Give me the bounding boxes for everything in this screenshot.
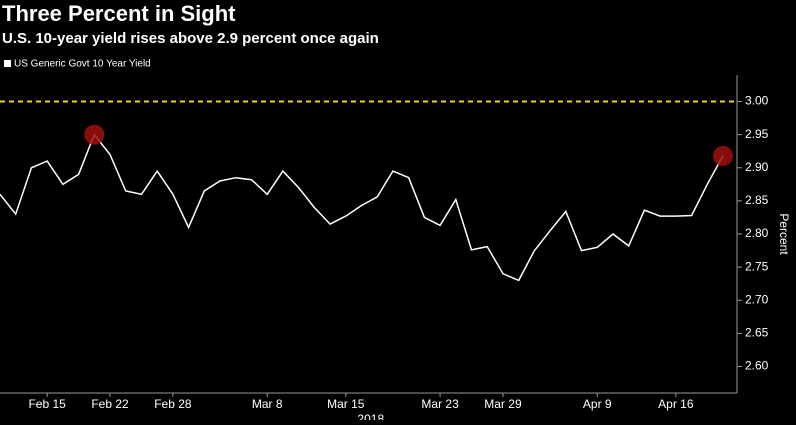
x-tick-label: Apr 9	[583, 397, 612, 411]
chart-title: Three Percent in Sight	[2, 1, 236, 26]
x-tick-label: Feb 28	[154, 397, 192, 411]
series-line	[0, 133, 724, 282]
y-tick-label: 2.60	[745, 359, 769, 373]
highlight-marker	[713, 145, 733, 166]
x-tick-label: Feb 22	[91, 397, 129, 411]
highlight-marker	[84, 124, 105, 145]
y-tick-label: 2.80	[745, 226, 769, 240]
y-tick-label: 2.90	[745, 160, 769, 174]
y-tick-label: 2.75	[745, 259, 769, 273]
y-tick-label: 3.00	[745, 94, 769, 108]
x-tick-label: Mar 8	[252, 397, 283, 411]
y-axis-label: Percent	[777, 213, 791, 255]
chart-subtitle: U.S. 10-year yield rises above 2.9 perce…	[2, 30, 379, 47]
x-tick-label: Feb 15	[28, 397, 66, 411]
x-year-label: 2018	[357, 412, 384, 420]
legend-swatch	[4, 60, 11, 67]
x-tick-label: Mar 29	[484, 397, 522, 411]
x-tick-label: Mar 15	[327, 397, 365, 411]
legend-label: US Generic Govt 10 Year Yield	[14, 59, 151, 70]
y-tick-label: 2.70	[745, 292, 769, 306]
y-tick-label: 2.95	[745, 127, 769, 141]
y-tick-label: 2.65	[745, 326, 769, 340]
x-tick-label: Mar 23	[421, 397, 459, 411]
y-tick-label: 2.85	[745, 193, 769, 207]
x-tick-label: Apr 16	[658, 397, 694, 411]
